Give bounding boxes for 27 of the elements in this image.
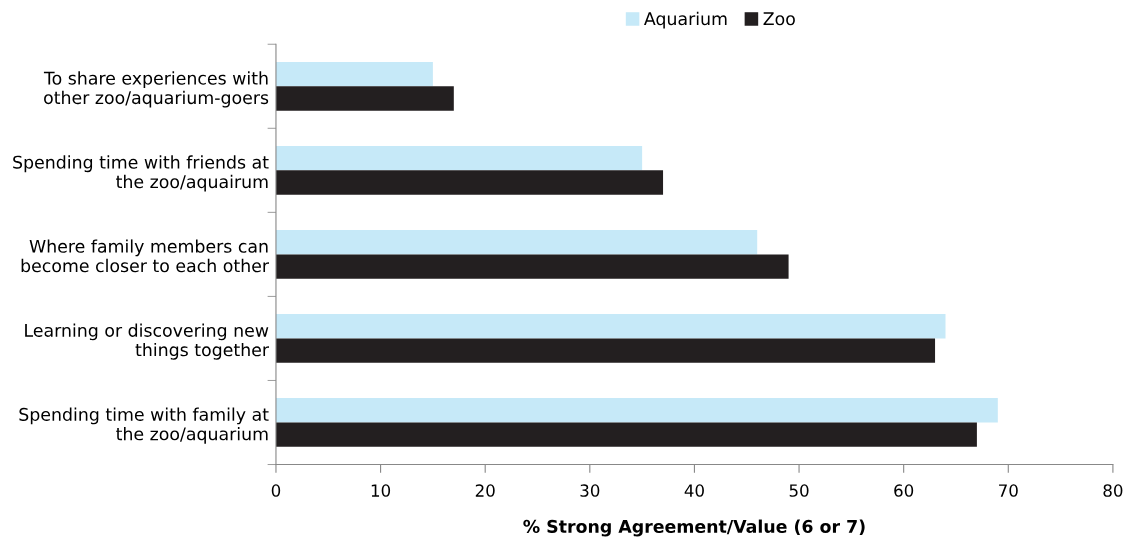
x-tick-label: 50	[789, 484, 809, 497]
bar	[275, 254, 789, 279]
bar	[275, 145, 643, 171]
x-axis-title: % Strong Agreement/Value (6 or 7)	[523, 519, 865, 537]
x-tick-label: 70	[999, 484, 1018, 497]
x-tick-label: 20	[475, 484, 495, 497]
x-tick-label: 40	[684, 484, 704, 497]
x-tick-label: 60	[894, 484, 914, 497]
x-tick-label: 10	[371, 484, 391, 497]
legend-label: Zoo	[763, 12, 795, 26]
y-tick-label: Spending time with family at the zoo/aquarium	[19, 407, 269, 444]
y-tick-label: Learning or discovering new things together	[25, 323, 270, 360]
y-tick-label: Where family members can become closer to each other	[21, 239, 270, 273]
bar	[275, 314, 946, 339]
y-tick-label: To share experiences with other zoo/aquarium-goers	[43, 71, 269, 108]
bar	[275, 170, 664, 195]
x-tick-label: 80	[1103, 484, 1123, 497]
bar	[275, 230, 758, 255]
bar	[275, 338, 936, 363]
bar	[275, 61, 433, 87]
bar	[275, 422, 977, 447]
x-tick-label: 30	[580, 484, 600, 497]
legend-label: Aquarium	[644, 11, 727, 29]
bar	[275, 398, 998, 423]
y-tick-label: Spending time with friends at the zoo/aquairum	[13, 155, 269, 192]
bar	[275, 86, 454, 111]
x-tick-label: 0	[271, 484, 281, 497]
